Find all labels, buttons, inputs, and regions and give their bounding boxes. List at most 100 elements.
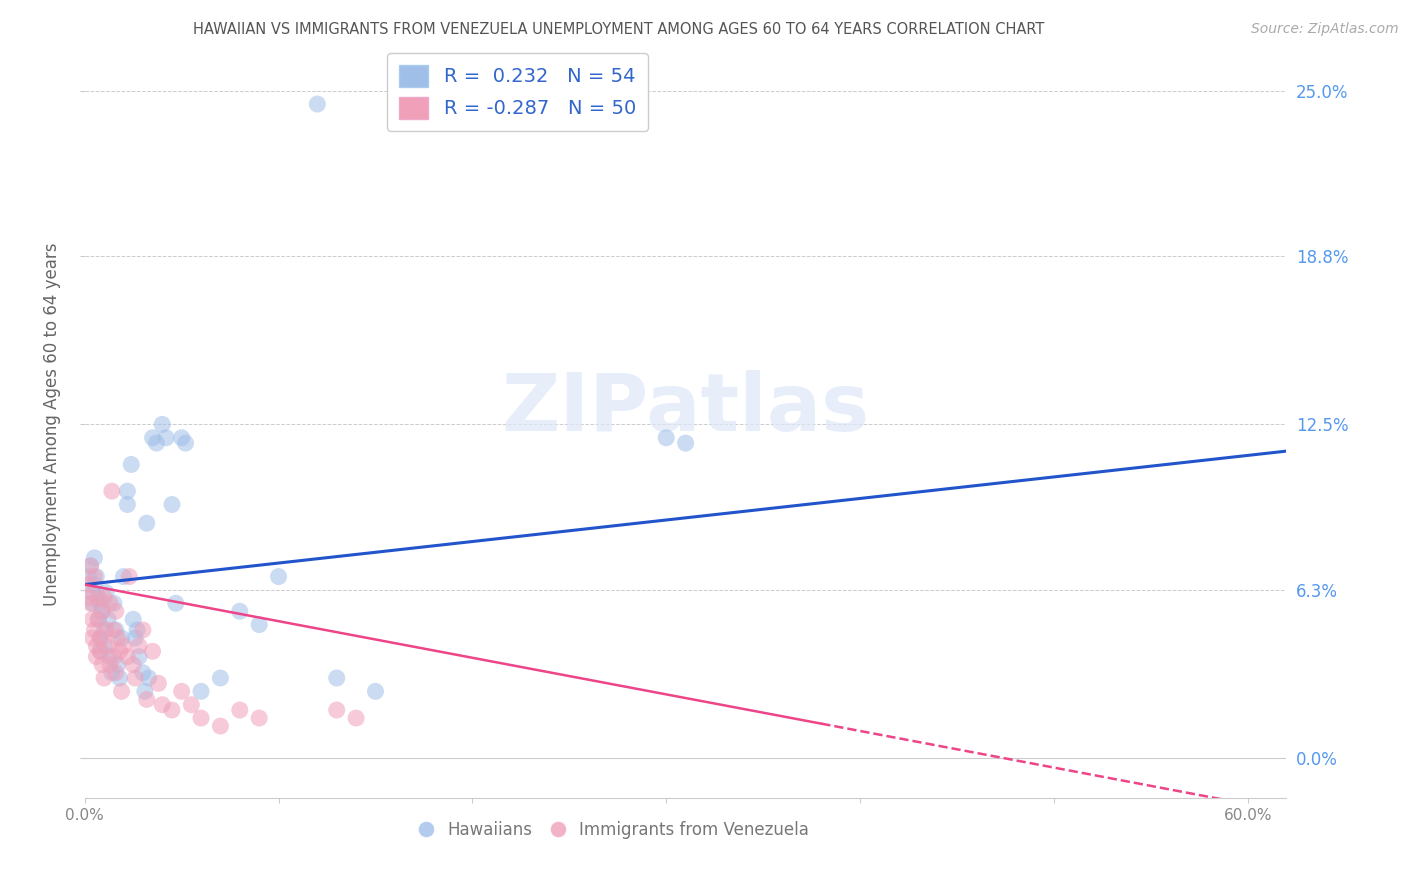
Point — [145, 436, 167, 450]
Point — [83, 569, 105, 583]
Point — [91, 657, 114, 672]
Point — [89, 631, 111, 645]
Point — [110, 631, 132, 645]
Point — [160, 703, 183, 717]
Point — [98, 596, 121, 610]
Point — [165, 596, 187, 610]
Point — [94, 623, 117, 637]
Point — [117, 484, 139, 499]
Point — [190, 711, 212, 725]
Point — [97, 639, 120, 653]
Point — [150, 417, 173, 432]
Point — [112, 569, 135, 583]
Point — [128, 649, 150, 664]
Point — [86, 649, 108, 664]
Point — [170, 684, 193, 698]
Point — [117, 649, 139, 664]
Text: ZIPatlas: ZIPatlas — [502, 370, 870, 449]
Point — [93, 639, 115, 653]
Point — [91, 604, 114, 618]
Point — [83, 623, 105, 637]
Point — [307, 97, 329, 112]
Point — [325, 703, 347, 717]
Point — [87, 612, 110, 626]
Point — [101, 484, 124, 499]
Point — [247, 711, 270, 725]
Point — [148, 676, 170, 690]
Point — [229, 604, 252, 618]
Point — [170, 431, 193, 445]
Point — [89, 644, 111, 658]
Point — [108, 644, 131, 658]
Point — [364, 684, 387, 698]
Point — [107, 631, 129, 645]
Point — [655, 431, 678, 445]
Point — [110, 684, 132, 698]
Point — [86, 569, 108, 583]
Point — [97, 612, 120, 626]
Point — [132, 623, 155, 637]
Point — [93, 623, 115, 637]
Point — [118, 569, 141, 583]
Point — [135, 692, 157, 706]
Point — [91, 604, 114, 618]
Text: HAWAIIAN VS IMMIGRANTS FROM VENEZUELA UNEMPLOYMENT AMONG AGES 60 TO 64 YEARS COR: HAWAIIAN VS IMMIGRANTS FROM VENEZUELA UN… — [193, 22, 1045, 37]
Point — [135, 516, 157, 531]
Point — [325, 671, 347, 685]
Point — [132, 665, 155, 680]
Point — [82, 585, 104, 599]
Point — [82, 631, 104, 645]
Point — [112, 639, 135, 653]
Point — [77, 577, 100, 591]
Point — [79, 558, 101, 573]
Point — [79, 558, 101, 573]
Text: Source: ZipAtlas.com: Source: ZipAtlas.com — [1251, 22, 1399, 37]
Point — [155, 431, 177, 445]
Point — [103, 623, 125, 637]
Point — [190, 684, 212, 698]
Point — [124, 671, 146, 685]
Point — [103, 596, 125, 610]
Point — [180, 698, 202, 712]
Point — [124, 631, 146, 645]
Point — [86, 639, 108, 653]
Point — [247, 617, 270, 632]
Point — [77, 591, 100, 605]
Point — [209, 719, 232, 733]
Point — [104, 604, 127, 618]
Point — [128, 639, 150, 653]
Point — [77, 569, 100, 583]
Point — [142, 644, 165, 658]
Point — [117, 498, 139, 512]
Y-axis label: Unemployment Among Ages 60 to 64 years: Unemployment Among Ages 60 to 64 years — [44, 243, 60, 607]
Point — [93, 671, 115, 685]
Point — [138, 671, 160, 685]
Point — [103, 649, 125, 664]
Point — [160, 498, 183, 512]
Point — [101, 665, 124, 680]
Legend: Hawaiians, Immigrants from Venezuela: Hawaiians, Immigrants from Venezuela — [411, 814, 815, 846]
Point — [87, 591, 110, 605]
Point — [267, 569, 290, 583]
Point — [104, 623, 127, 637]
Point — [104, 665, 127, 680]
Point — [122, 612, 145, 626]
Point — [89, 644, 111, 658]
Point — [125, 623, 148, 637]
Point — [108, 671, 131, 685]
Point — [122, 657, 145, 672]
Point — [89, 596, 111, 610]
Point — [142, 431, 165, 445]
Point — [174, 436, 197, 450]
Point — [83, 577, 105, 591]
Point — [98, 657, 121, 672]
Point — [120, 458, 142, 472]
Point — [107, 657, 129, 672]
Point — [79, 596, 101, 610]
Point — [675, 436, 697, 450]
Point — [87, 591, 110, 605]
Point — [82, 612, 104, 626]
Point — [229, 703, 252, 717]
Point — [94, 585, 117, 599]
Point — [87, 612, 110, 626]
